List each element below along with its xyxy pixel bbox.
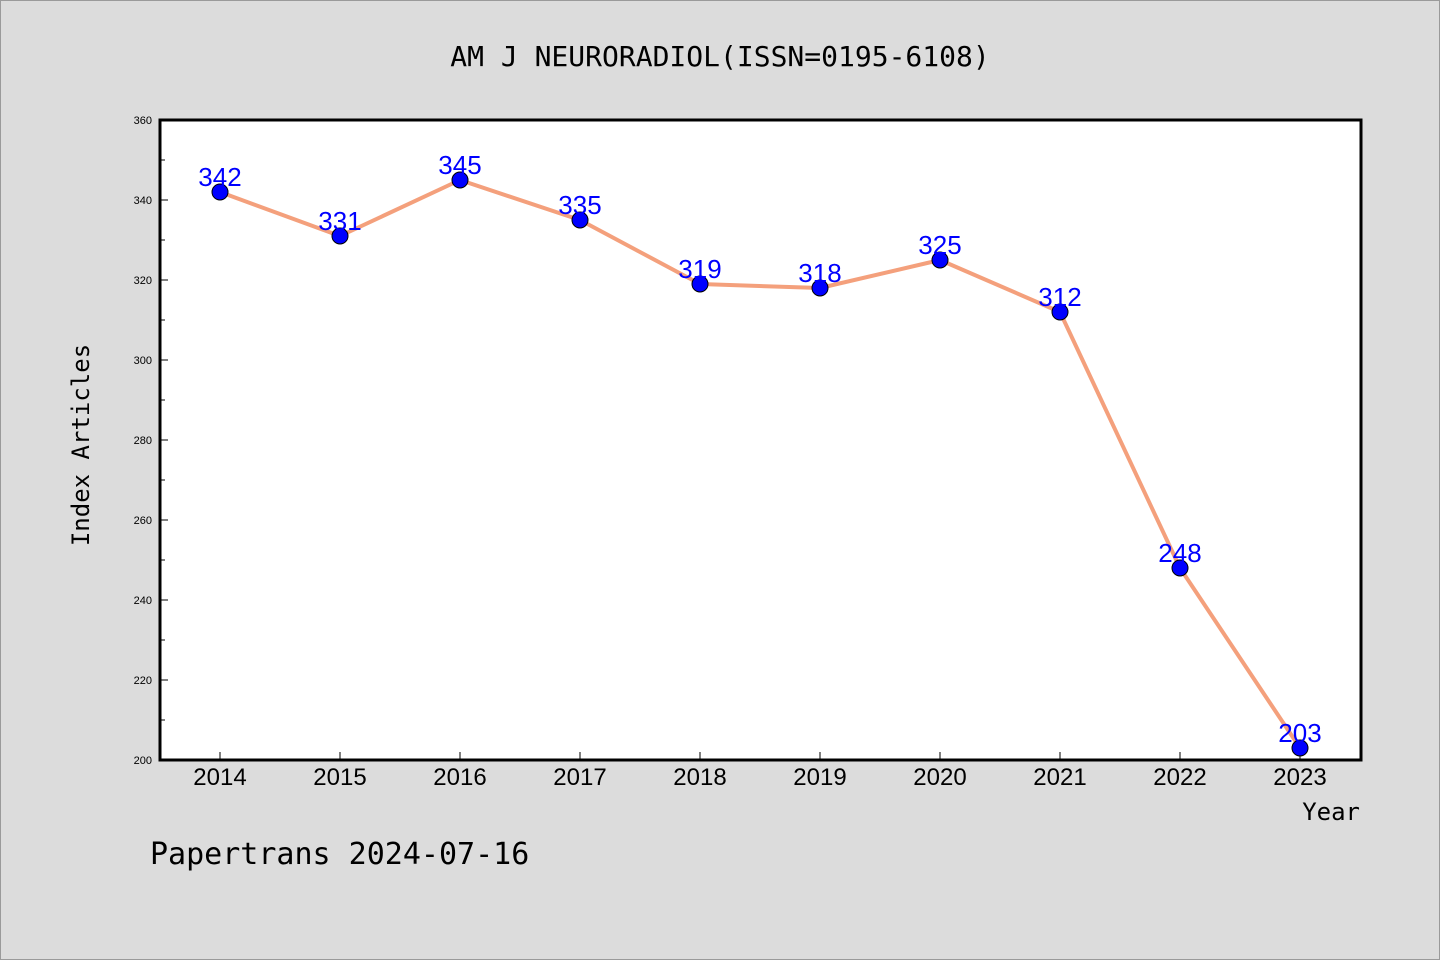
x-tick-label: 2018 — [673, 764, 726, 791]
series-line — [219, 178, 1302, 750]
data-label: 248 — [1158, 538, 1201, 568]
data-point — [1051, 303, 1069, 321]
data-points — [211, 171, 1309, 757]
data-label: 331 — [318, 206, 361, 236]
y-axis-ticks: 200 220 240 260 280 300 320 340 360 — [134, 115, 168, 767]
y-tick-label: 320 — [134, 275, 152, 287]
y-tick-label: 200 — [134, 755, 152, 767]
data-label: 342 — [198, 162, 241, 192]
x-tick-label: 2017 — [553, 764, 606, 791]
x-axis-ticks: 2014 2015 2016 2017 2018 2019 2020 2021 2022 2023 — [193, 752, 1327, 791]
x-tick-label: 2023 — [1273, 764, 1326, 791]
x-tick-label: 2016 — [433, 764, 486, 791]
data-label: 318 — [798, 258, 841, 288]
y-tick-label: 300 — [134, 355, 152, 367]
data-point — [691, 275, 709, 293]
data-point — [451, 171, 469, 189]
data-point — [331, 227, 349, 245]
data-point — [1291, 739, 1309, 757]
data-label: 345 — [438, 150, 481, 180]
data-point — [1171, 559, 1189, 577]
x-axis-label: Year — [1302, 798, 1360, 826]
data-label: 335 — [558, 190, 601, 220]
data-label: 203 — [1278, 718, 1321, 748]
data-point — [571, 211, 589, 229]
x-tick-label: 2021 — [1033, 764, 1086, 791]
footer-text: Papertrans 2024-07-16 — [150, 837, 529, 872]
x-tick-label: 2015 — [313, 764, 366, 791]
data-label: 319 — [678, 254, 721, 284]
y-tick-label: 260 — [134, 515, 152, 527]
x-tick-label: 2019 — [793, 764, 846, 791]
y-tick-label: 220 — [134, 675, 152, 687]
x-tick-label: 2020 — [913, 764, 966, 791]
y-tick-label: 360 — [134, 115, 152, 127]
y-tick-label: 340 — [134, 195, 152, 207]
data-labels: 342 331 345 335 319 318 325 312 248 203 — [198, 150, 1321, 748]
data-point — [211, 183, 229, 201]
x-tick-label: 2022 — [1153, 764, 1206, 791]
y-axis-label: Index Articles — [67, 344, 95, 546]
data-point — [811, 279, 829, 297]
chart-title: AM J NEURORADIOL(ISSN=0195-6108) — [450, 40, 989, 73]
y-tick-label: 240 — [134, 595, 152, 607]
x-tick-label: 2014 — [193, 764, 246, 791]
data-label: 312 — [1038, 282, 1081, 312]
y-tick-label: 280 — [134, 435, 152, 447]
data-point — [931, 251, 949, 269]
data-label: 325 — [918, 230, 961, 260]
